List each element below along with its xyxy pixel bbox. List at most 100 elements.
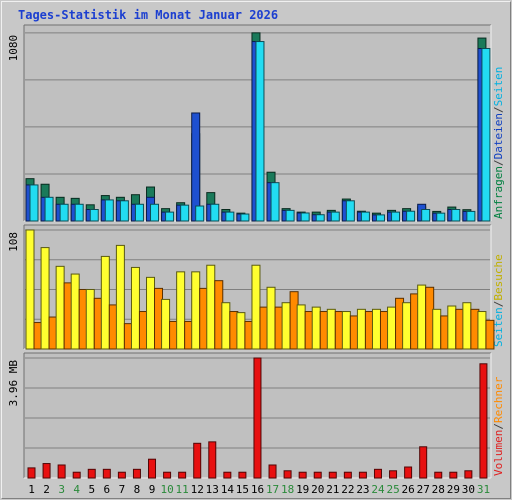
x-tick-label: 13	[206, 483, 219, 496]
bar-besuche-day-27	[417, 284, 427, 350]
bar-volumen-day-1	[27, 467, 36, 479]
bar-besuche-day-15	[236, 312, 246, 350]
bar-volumen-day-7	[117, 471, 126, 479]
x-tick-label: 30	[462, 483, 475, 496]
bar-volumen-day-11	[178, 471, 187, 479]
bar-seiten-day-29	[451, 209, 461, 222]
bar-seiten-day-14	[225, 211, 235, 222]
bar-volumen-day-2	[42, 463, 51, 479]
bar-volumen-day-14	[223, 471, 232, 479]
bar-volumen-day-18	[283, 470, 292, 479]
legend: Seiten/Besuche	[492, 254, 505, 347]
bar-besuche-day-24	[371, 308, 381, 350]
bar-volumen-day-19	[298, 471, 307, 479]
bar-besuche-day-22	[341, 311, 351, 350]
legend-separator: /	[492, 301, 505, 308]
x-tick-label: 18	[281, 483, 294, 496]
bar-seiten-day-7	[119, 200, 129, 222]
bar-volumen-day-27	[419, 446, 428, 479]
legend-item: Rechner	[492, 376, 505, 423]
x-tick-label: 2	[43, 483, 50, 496]
bar-seiten-day-27	[421, 209, 431, 222]
bar-rechner-day-31	[485, 319, 495, 350]
bar-volumen-day-4	[72, 471, 81, 479]
bar-volumen-day-5	[87, 468, 96, 479]
bar-seiten-day-16	[255, 41, 265, 222]
x-tick-label: 28	[432, 483, 445, 496]
x-tick-label: 1	[28, 483, 35, 496]
bar-volumen-day-21	[328, 471, 337, 479]
bar-volumen-day-16	[253, 357, 262, 479]
bar-besuche-day-31	[477, 311, 487, 350]
legend-item: Besuche	[492, 254, 505, 300]
bar-volumen-day-29	[449, 471, 458, 479]
bar-besuche-day-25	[387, 306, 397, 350]
bar-seiten-day-13	[210, 203, 220, 222]
bar-volumen-day-3	[57, 464, 66, 479]
bar-seiten-day-2	[44, 196, 54, 222]
x-tick-label: 10	[160, 483, 173, 496]
bar-besuche-day-10	[161, 298, 171, 350]
bar-besuche-day-17	[266, 286, 276, 350]
bar-besuche-day-16	[251, 264, 261, 350]
x-tick-label: 20	[311, 483, 324, 496]
x-tick-label: 21	[326, 483, 339, 496]
x-tick-label: 11	[176, 483, 189, 496]
bar-seiten-day-12	[195, 205, 205, 222]
legend-item: Seiten	[492, 307, 505, 347]
bar-besuche-day-26	[402, 302, 412, 350]
bar-besuche-day-14	[221, 302, 231, 350]
x-tick-label: 23	[356, 483, 369, 496]
x-tick-label: 3	[58, 483, 65, 496]
bar-besuche-day-30	[462, 302, 472, 350]
bar-seiten-day-31	[481, 48, 491, 222]
x-tick-label: 4	[73, 483, 80, 496]
bar-dateien-day-12	[191, 112, 201, 222]
bar-besuche-day-19	[296, 304, 306, 350]
bar-seiten-day-24	[375, 214, 385, 222]
x-tick-label: 8	[134, 483, 141, 496]
x-tick-label: 14	[221, 483, 235, 496]
bar-volumen-day-30	[464, 470, 473, 479]
bar-seiten-day-3	[59, 203, 69, 222]
legend-separator: /	[492, 106, 505, 113]
x-tick-label: 5	[88, 483, 95, 496]
bar-besuche-day-20	[311, 306, 321, 350]
legend: Anfragen/Dateien/Seiten	[492, 67, 505, 219]
bar-volumen-day-28	[434, 471, 443, 479]
x-tick-label: 9	[149, 483, 156, 496]
x-tick-label: 15	[236, 483, 249, 496]
bar-besuche-day-8	[130, 266, 140, 350]
bar-seiten-day-17	[270, 182, 280, 222]
legend-item: Seiten	[492, 67, 505, 107]
x-tick-label: 29	[447, 483, 460, 496]
x-tick-label: 31	[477, 483, 490, 496]
bar-seiten-day-19	[300, 212, 310, 222]
x-tick-label: 6	[104, 483, 111, 496]
legend-separator: /	[492, 159, 505, 166]
x-tick-label: 22	[341, 483, 354, 496]
bar-seiten-day-10	[165, 211, 175, 222]
bar-seiten-day-30	[466, 210, 476, 222]
x-tick-label: 17	[266, 483, 279, 496]
bar-volumen-day-12	[193, 442, 202, 479]
bar-seiten-day-11	[180, 204, 190, 222]
bar-volumen-day-23	[358, 471, 367, 479]
bar-seiten-day-23	[360, 211, 370, 222]
bar-volumen-day-10	[163, 471, 172, 479]
bar-seiten-day-1	[29, 184, 39, 222]
bar-besuche-day-12	[191, 271, 201, 350]
x-tick-label: 19	[296, 483, 309, 496]
bar-seiten-day-18	[285, 209, 295, 222]
y-max-label: 1080	[7, 35, 20, 62]
bar-seiten-day-25	[391, 211, 401, 222]
bar-volumen-day-25	[389, 470, 398, 479]
bar-besuche-day-21	[326, 308, 336, 350]
bar-seiten-day-6	[104, 199, 114, 222]
bar-besuche-day-2	[40, 247, 50, 350]
bar-seiten-day-21	[330, 211, 340, 222]
bar-volumen-day-20	[313, 471, 322, 479]
